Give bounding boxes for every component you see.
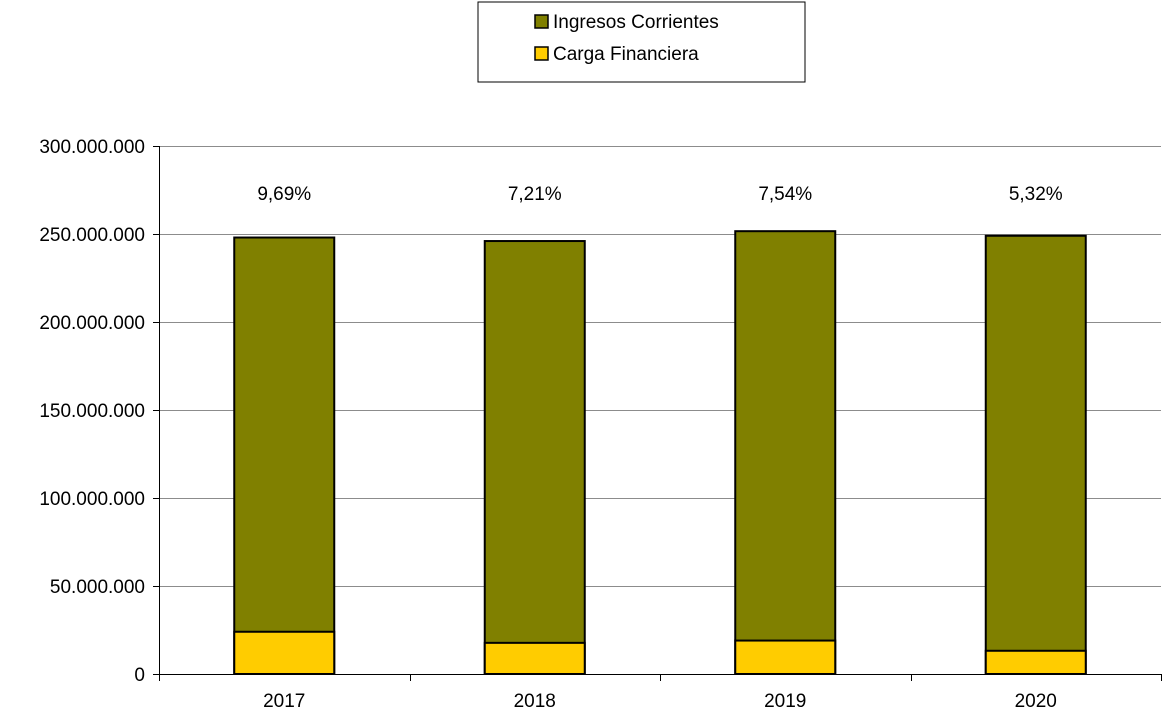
bar-ingresos-corrientes <box>734 230 837 676</box>
bar-carga-financiera <box>734 639 837 675</box>
y-tick-label: 150.000.000 <box>39 401 145 422</box>
y-tick-label: 300.000.000 <box>39 137 145 158</box>
percent-data-label: 9,69% <box>257 184 311 205</box>
bar-ingresos-corrientes <box>984 234 1087 675</box>
y-tick-label: 250.000.000 <box>39 225 145 246</box>
legend-swatch <box>534 46 549 61</box>
bar-ingresos-corrientes <box>233 236 336 676</box>
legend-box <box>477 1 806 83</box>
bar-carga-financiera <box>483 641 586 676</box>
x-tick-label: 2017 <box>263 691 305 712</box>
x-tick-label: 2018 <box>514 691 556 712</box>
y-tick-label: 0 <box>134 665 145 686</box>
bar-carga-financiera <box>984 649 1087 676</box>
legend: Ingresos Corrientes Carga Financiera <box>477 1 806 83</box>
x-tick-labels: 2017 2018 2019 2020 <box>263 691 1057 712</box>
bar-carga-financiera <box>233 630 336 676</box>
data-labels: 9,69% 7,21% 7,54% 5,32% <box>257 184 1062 205</box>
bars <box>233 230 1087 676</box>
axes <box>159 146 1162 681</box>
y-tick-labels: 0 50.000.000 100.000.000 150.000.000 200.000… <box>39 137 145 686</box>
percent-data-label: 5,32% <box>1009 184 1063 205</box>
x-tick-label: 2020 <box>1015 691 1057 712</box>
legend-label: Ingresos Corrientes <box>553 12 719 33</box>
legend-swatch <box>534 14 549 29</box>
percent-data-label: 7,54% <box>758 184 812 205</box>
legend-label: Carga Financiera <box>553 44 699 65</box>
y-tick-label: 200.000.000 <box>39 313 145 334</box>
x-tick-label: 2019 <box>764 691 806 712</box>
y-tick-label: 100.000.000 <box>39 489 145 510</box>
bar-ingresos-corrientes <box>483 240 586 675</box>
percent-data-label: 7,21% <box>508 184 562 205</box>
y-tick-label: 50.000.000 <box>50 577 145 598</box>
